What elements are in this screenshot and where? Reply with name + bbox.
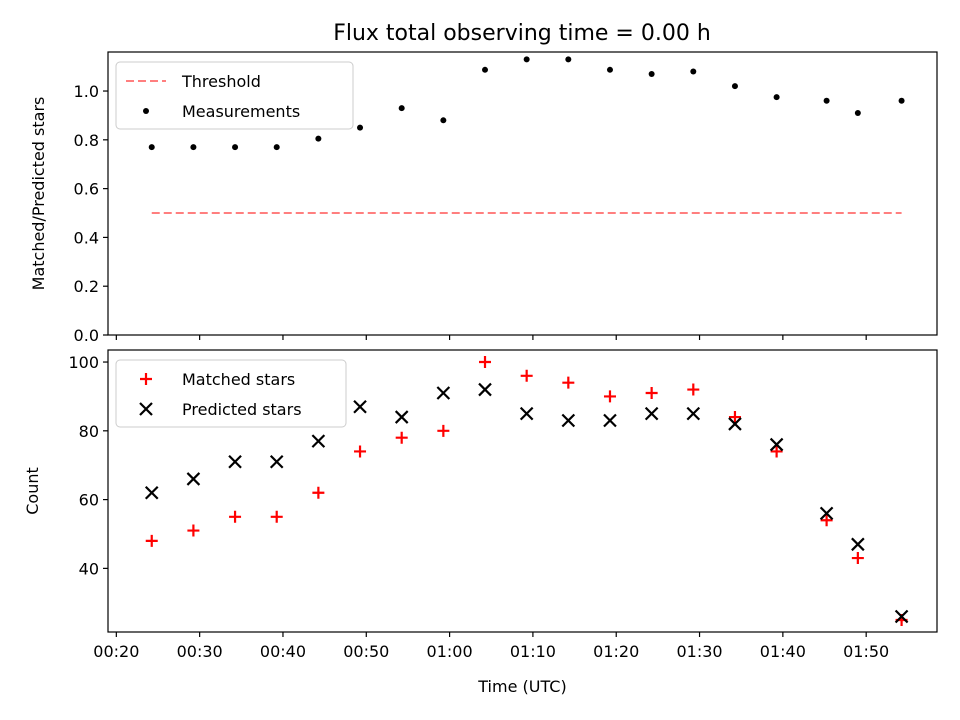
matched-star-point [395,431,408,444]
predicted-star-point [819,506,834,521]
top-panel: 0.0 0.2 0.4 0.6 0.8 1.0 Matched/Predicted star… [29,51,938,345]
y-axis-label: Matched/Predicted stars [29,97,48,291]
x-axis-label: Time (UTC) [477,677,566,696]
measurement-point [148,144,155,151]
measurement-point [523,56,530,63]
measurement-point [440,117,447,124]
legend-matched-marker [140,373,152,385]
measurement-point [482,66,489,73]
x-tick-label: 00:30 [177,642,223,661]
measurement-point [690,68,697,75]
legend-label: Predicted stars [182,400,302,419]
legend-top: Threshold Measurements [115,61,354,130]
measurement-point [731,83,738,90]
x-tick-label: 01:30 [676,642,722,661]
predicted-star-point [228,454,242,469]
y-axis-label: Count [23,467,42,515]
measurement-point [606,66,613,73]
x-tick-label: 00:40 [260,642,306,661]
matched-star-point [687,383,700,396]
legend-box [115,359,347,428]
measurement-point [315,135,322,142]
y-tick-label: 0.8 [74,131,99,150]
predicted-star-point [851,537,865,552]
predicted-star-point [519,406,534,421]
predicted-star-point [769,437,784,452]
predicted-star-point [561,413,576,428]
predicted-star-point [186,472,201,486]
series-predicted-stars [144,382,909,624]
x-tick-label: 01:10 [510,642,556,661]
measurement-point [357,124,364,131]
predicted-star-point [894,609,909,624]
predicted-star-point [353,399,367,414]
matched-star-point [770,445,783,458]
matched-star-point [354,445,367,458]
measurement-point [823,97,830,104]
matched-star-point [820,514,833,527]
legend-label: Matched stars [182,370,295,389]
matched-star-point [312,486,325,499]
y-tick-label: 100 [68,353,99,372]
y-tick-label: 40 [79,559,99,578]
matched-star-point [437,424,450,437]
predicted-star-point [644,406,659,421]
predicted-star-point [394,410,409,424]
axes-frame-top [107,51,938,336]
matched-star-point [645,386,658,399]
y-tick-label: 0.6 [74,180,99,199]
legend-bottom: Matched stars Predicted stars [115,359,347,428]
matched-star-point [270,510,283,523]
x-tick-label: 00:50 [343,642,389,661]
y-tick-label: 60 [79,491,99,510]
x-tick-label: 00:20 [93,642,139,661]
legend-label: Threshold [181,72,261,91]
predicted-star-point [269,454,284,469]
matched-star-point [562,376,575,389]
matched-star-point [145,534,158,547]
matched-star-point [728,411,741,424]
x-tick-label: 01:20 [593,642,639,661]
y-tick-label: 0.0 [74,326,99,345]
measurement-point [854,109,861,116]
measurement-point [898,97,905,104]
measurement-point [273,144,280,151]
axes-frame-bottom [107,349,938,633]
matched-star-point [479,356,492,369]
measurement-point [232,144,239,151]
predicted-star-point [603,413,617,428]
x-tick-label: 01:50 [843,642,889,661]
matched-star-point [520,369,533,382]
y-tick-label: 0.4 [74,228,99,247]
y-tick-label: 1.0 [74,82,99,101]
predicted-star-point [436,386,451,400]
series-measurements [148,56,905,151]
legend-box [115,61,354,130]
matched-star-point [603,390,616,403]
legend-label: Measurements [182,102,300,121]
matched-star-point [229,510,242,523]
y-tick-label: 0.2 [74,277,99,296]
figure-title: Flux total observing time = 0.00 h [333,21,711,46]
matched-star-point [851,552,864,565]
measurement-point [190,144,197,151]
measurement-point [565,56,572,63]
y-tick-label: 80 [79,422,99,441]
predicted-star-point [686,406,701,421]
series-matched-stars [145,356,908,626]
x-tick-label: 01:40 [760,642,806,661]
legend-predicted-marker [139,402,153,416]
matched-star-point [187,524,200,537]
predicted-star-point [728,417,742,431]
measurement-point [648,70,655,77]
measurement-point [398,105,405,112]
predicted-star-point [478,382,492,397]
measurement-point [773,94,780,101]
bottom-panel: 40 60 80 100 00:20 00:30 00:40 00:50 01:00 01:10 0… [23,349,938,696]
legend-measurement-marker [143,108,149,114]
predicted-star-point [311,434,326,448]
x-tick-label: 01:00 [427,642,473,661]
predicted-star-point [144,485,159,500]
